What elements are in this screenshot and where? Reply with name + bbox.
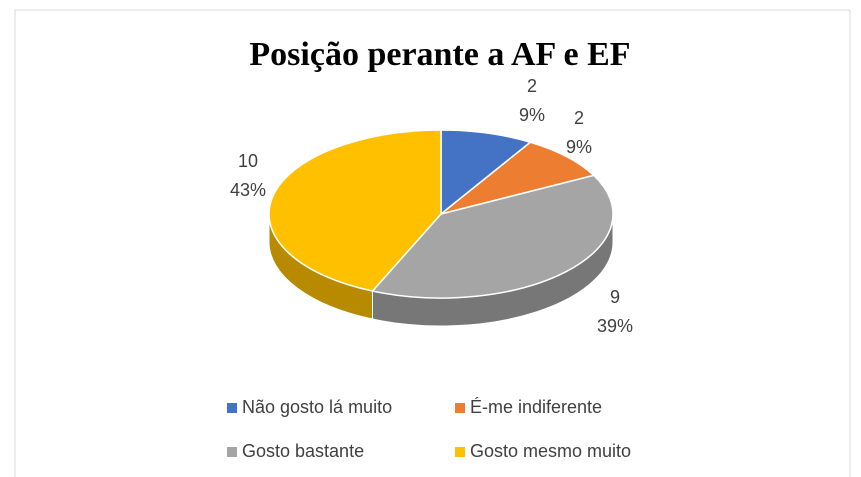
value-label: 2	[574, 108, 584, 128]
value-label: 9	[610, 287, 620, 307]
percent-label: 9%	[519, 105, 545, 125]
value-label: 2	[527, 76, 537, 96]
legend-swatch	[227, 403, 237, 413]
legend-label: Gosto mesmo muito	[470, 441, 631, 461]
legend-label: Não gosto lá muito	[242, 397, 392, 417]
percent-label: 39%	[597, 316, 633, 336]
chart-title: Posição perante a AF e EF	[249, 36, 630, 73]
pie-slice	[371, 174, 614, 299]
pie-slice	[440, 141, 596, 215]
pie-slice	[440, 129, 532, 216]
pie-slice	[268, 129, 442, 292]
legend-label: Gosto bastante	[242, 441, 364, 461]
percent-label: 43%	[230, 180, 266, 200]
legend-swatch	[227, 447, 237, 457]
value-label: 10	[238, 151, 258, 171]
legend-swatch	[455, 447, 465, 457]
percent-label: 9%	[566, 137, 592, 157]
legend-swatch	[455, 403, 465, 413]
legend-label: É-me indiferente	[470, 397, 602, 417]
